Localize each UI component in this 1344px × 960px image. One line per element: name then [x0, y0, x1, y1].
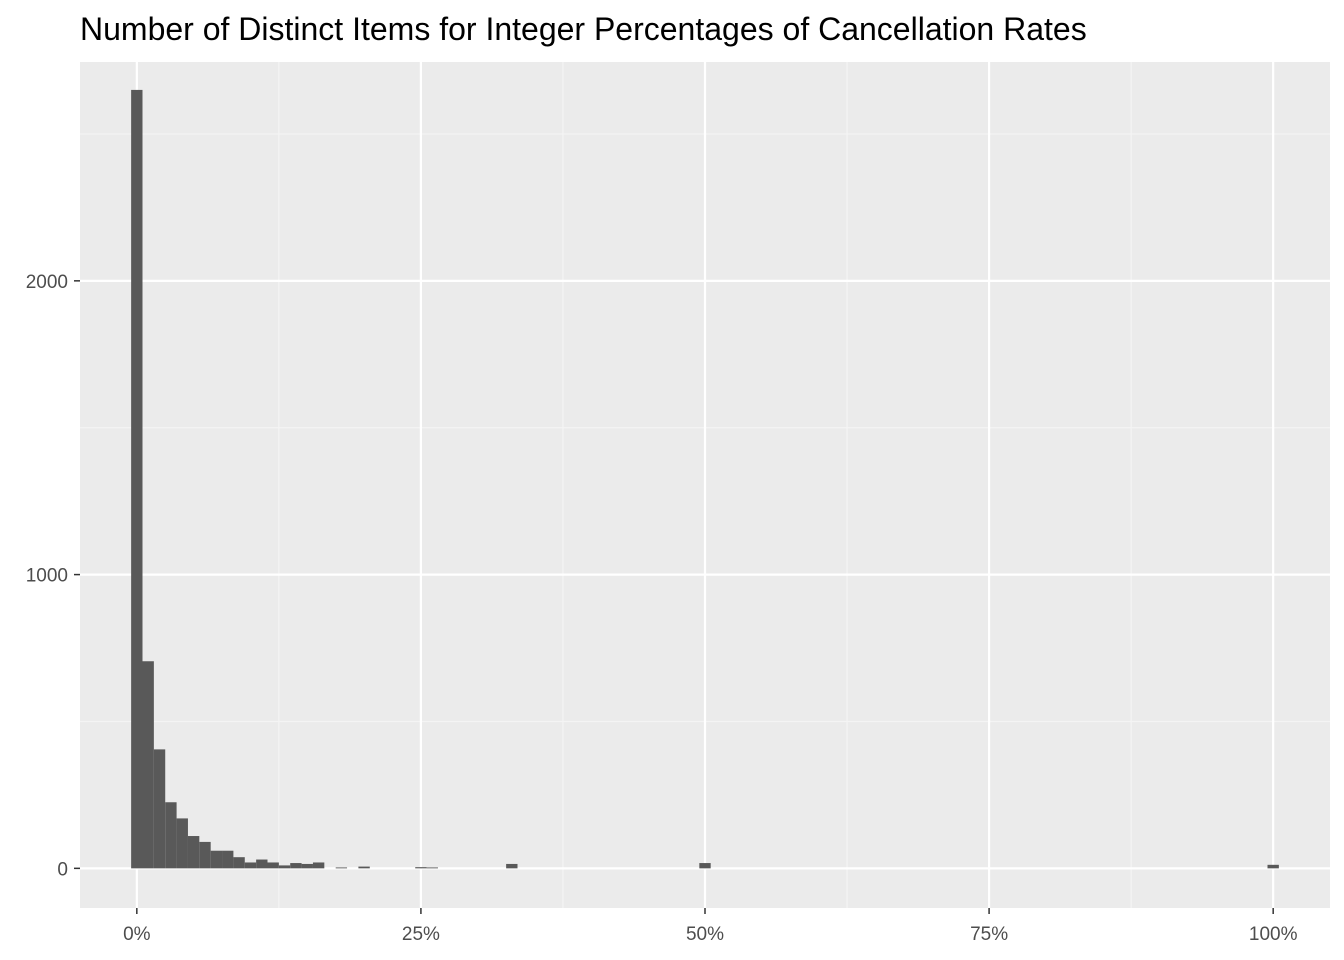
x-tick-label: 75%: [970, 924, 1008, 945]
histogram-bar: [426, 867, 438, 869]
chart-title: Number of Distinct Items for Integer Per…: [80, 11, 1087, 47]
y-axis: 0 1000 2000: [26, 272, 80, 880]
histogram-bar: [358, 866, 370, 869]
y-tick-label: 2000: [26, 272, 68, 293]
x-axis: 0% 25% 50% 75% 100%: [123, 908, 1298, 945]
y-tick-label: 0: [57, 859, 68, 880]
y-tick-label: 1000: [26, 566, 68, 587]
x-tick-label: 25%: [402, 924, 440, 945]
histogram-bar: [142, 661, 154, 869]
histogram-bar: [267, 862, 279, 869]
histogram-bar: [312, 862, 325, 869]
histogram-bar: [210, 850, 223, 869]
histogram-bar: [290, 863, 302, 869]
histogram-bar: [153, 749, 166, 869]
histogram-bar: [222, 850, 234, 869]
histogram-bar: [506, 863, 518, 869]
histogram-bar: [256, 859, 268, 869]
x-tick-label: 0%: [123, 924, 151, 945]
x-tick-label: 100%: [1249, 924, 1298, 945]
histogram-bars: [131, 89, 1279, 869]
histogram-bar: [199, 841, 211, 869]
histogram-bar: [165, 802, 177, 869]
histogram-bar: [1267, 864, 1279, 869]
histogram-bar: [233, 857, 245, 869]
histogram-bar: [301, 863, 313, 869]
histogram-bar: [176, 818, 188, 869]
histogram-bar: [699, 863, 711, 869]
x-tick-label: 50%: [686, 924, 724, 945]
histogram-bar: [335, 867, 348, 869]
histogram-bar: [278, 865, 291, 869]
histogram-bar: [244, 862, 257, 869]
histogram-bar: [415, 867, 427, 869]
histogram-bar: [131, 89, 143, 869]
histogram-bar: [187, 836, 200, 869]
